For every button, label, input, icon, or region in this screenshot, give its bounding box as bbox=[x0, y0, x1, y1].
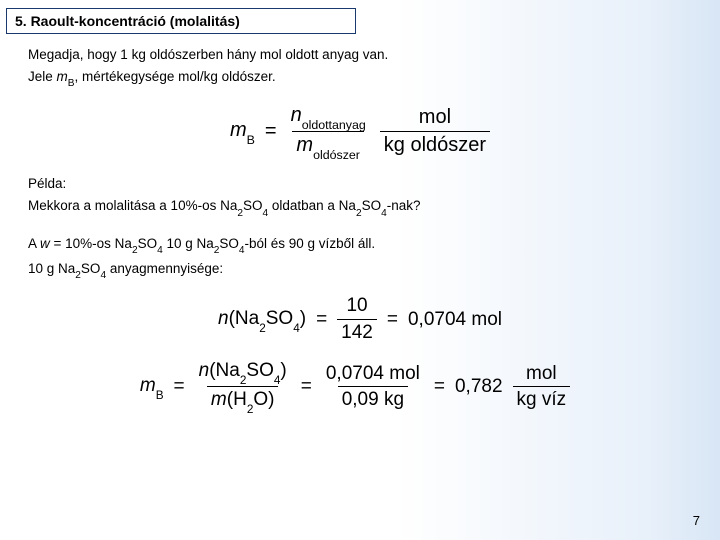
f3-nrp: ) bbox=[280, 360, 286, 381]
eq-s3: 2 bbox=[356, 208, 362, 219]
f3-ud: kg víz bbox=[513, 386, 571, 411]
la-m3: 10 g Na bbox=[163, 236, 214, 251]
intro-post: , mértékegysége mol/kg oldószer. bbox=[75, 69, 276, 84]
la-m2: SO bbox=[138, 236, 158, 251]
f1-den-sub: oldószer bbox=[313, 148, 360, 162]
lb-m1: SO bbox=[81, 261, 101, 276]
f2-s1: 2 bbox=[259, 322, 266, 335]
content-area: Megadja, hogy 1 kg oldószerben hány mol … bbox=[0, 34, 720, 414]
f3-vn: 0,0704 mol bbox=[322, 363, 424, 387]
f3-ns1: 2 bbox=[240, 374, 247, 387]
f1-eq: = bbox=[265, 118, 277, 145]
example-question: Mekkora a molalitása a 10%-os Na2SO4 old… bbox=[28, 197, 692, 218]
la-m1: = 10%-os Na bbox=[50, 236, 132, 251]
f2-eq: = bbox=[316, 307, 327, 333]
intro-pre: Jele bbox=[28, 69, 57, 84]
f2-den: 142 bbox=[337, 319, 377, 344]
intro-line-2: Jele mB, mértékegysége mol/kg oldószer. bbox=[28, 68, 692, 89]
f2-rp: ) bbox=[300, 308, 306, 329]
formula-1: mB = noldottanyag moldószer mol kg oldós… bbox=[28, 104, 692, 160]
f3-dm: m bbox=[211, 389, 227, 410]
f1-frac-unit: mol kg oldószer bbox=[380, 106, 490, 157]
f1-den-m: m bbox=[296, 134, 313, 156]
section-title: 5. Raoult-koncentráció (molalitás) bbox=[15, 13, 240, 29]
f3-lhs: mB bbox=[140, 373, 164, 401]
f2-s2: 4 bbox=[293, 322, 300, 335]
eq-pre: Mekkora a molalitása a 10%-os Na bbox=[28, 198, 237, 213]
eq-s4: 4 bbox=[381, 208, 387, 219]
example-label: Példa: bbox=[28, 175, 692, 193]
f3-np: (Na bbox=[209, 360, 240, 381]
eq-m1: SO bbox=[243, 198, 263, 213]
la-pre: A bbox=[28, 236, 40, 251]
lb-pre: 10 g Na bbox=[28, 261, 75, 276]
la-s4: 4 bbox=[239, 245, 245, 256]
f3-vd: 0,09 kg bbox=[338, 386, 408, 411]
f3-eq: = bbox=[174, 374, 185, 400]
f3-eq3: = bbox=[434, 374, 445, 400]
f3-m: m bbox=[140, 375, 156, 396]
intro-line-1: Megadja, hogy 1 kg oldószerben hány mol … bbox=[28, 46, 692, 64]
f3-sub: B bbox=[156, 389, 164, 402]
f2-eq2: = bbox=[387, 307, 398, 333]
f3-eq2: = bbox=[301, 374, 312, 400]
f3-nso: SO bbox=[246, 360, 273, 381]
eq-m2: oldatban a Na bbox=[268, 198, 356, 213]
f1-frac-main: noldottanyag moldószer bbox=[287, 104, 370, 160]
intro-sub: B bbox=[68, 78, 75, 89]
la-s2: 4 bbox=[157, 245, 163, 256]
lb-post: anyagmennyisége: bbox=[106, 261, 223, 276]
f2-lp: (Na bbox=[229, 308, 260, 329]
eq-s1: 2 bbox=[237, 208, 243, 219]
la-s1: 2 bbox=[132, 245, 138, 256]
f2-n: n bbox=[218, 308, 229, 329]
formula-3: mB = n(Na2SO4) m(H2O) = 0,0704 mol 0,09 … bbox=[18, 360, 692, 414]
f2-frac: 10 142 bbox=[337, 295, 377, 344]
la-m4: SO bbox=[219, 236, 239, 251]
f1-lhs: mB bbox=[230, 117, 255, 146]
f2-num: 10 bbox=[342, 295, 371, 319]
eq-post: -nak? bbox=[387, 198, 421, 213]
f1-num-n: n bbox=[291, 104, 302, 126]
f3-dp: (H bbox=[227, 389, 247, 410]
eq-m3: SO bbox=[362, 198, 382, 213]
formula-2: n(Na2SO4) = 10 142 = 0,0704 mol bbox=[28, 295, 692, 344]
f1-num-sub: oldottanyag bbox=[302, 118, 366, 132]
f2-so: SO bbox=[266, 308, 293, 329]
la-s3: 2 bbox=[214, 245, 220, 256]
page-number: 7 bbox=[693, 513, 700, 528]
f1-sub: B bbox=[247, 133, 255, 147]
f1-m: m bbox=[230, 119, 247, 141]
f3-res: 0,782 bbox=[455, 374, 503, 400]
f2-res: 0,0704 mol bbox=[408, 307, 502, 333]
eq-s2: 4 bbox=[262, 208, 268, 219]
f3-frac2: 0,0704 mol 0,09 kg bbox=[322, 363, 424, 412]
f2-lhs: n(Na2SO4) bbox=[218, 306, 306, 334]
f3-nn: n bbox=[199, 360, 210, 381]
f3-ds1: 2 bbox=[247, 403, 254, 416]
f1-unit-den: kg oldószer bbox=[380, 131, 490, 157]
la-post: -ból és 90 g vízből áll. bbox=[245, 236, 376, 251]
f3-frac3: mol kg víz bbox=[513, 363, 571, 412]
line-a: A w = 10%-os Na2SO4 10 g Na2SO4-ból és 9… bbox=[28, 235, 692, 256]
la-w: w bbox=[40, 236, 50, 251]
line-b: 10 g Na2SO4 anyagmennyisége: bbox=[28, 260, 692, 281]
f3-ns2: 4 bbox=[274, 374, 281, 387]
f3-un: mol bbox=[522, 363, 561, 387]
lb-s1: 2 bbox=[75, 270, 81, 281]
f1-unit-num: mol bbox=[415, 106, 455, 131]
intro-sym: m bbox=[57, 69, 68, 84]
section-title-box: 5. Raoult-koncentráció (molalitás) bbox=[6, 8, 356, 34]
f3-frac1: n(Na2SO4) m(H2O) bbox=[195, 360, 291, 414]
f3-do: O) bbox=[253, 389, 274, 410]
lb-s2: 4 bbox=[100, 270, 106, 281]
